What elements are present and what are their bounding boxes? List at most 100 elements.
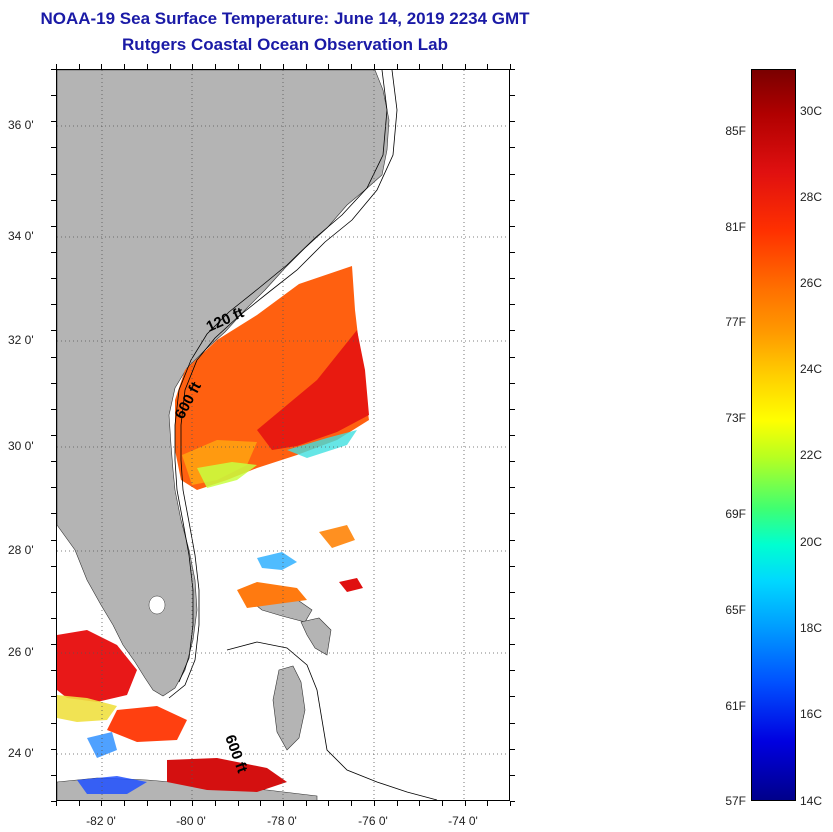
map-tick-left [51,592,56,593]
colorbar-c-20: 20C [800,535,823,549]
map-tick-left [51,95,56,96]
colorbar-c-16: 16C [800,707,823,721]
sst-patch-straits [167,758,287,792]
map-tick-bottom [260,801,261,806]
map-tick-bottom [442,801,443,806]
lon-label-74: -74 0' [448,814,478,828]
map-tick-left [51,618,56,619]
map-tick-top [442,64,443,69]
land-bahamas-andros [272,665,306,751]
sst-swath-cyan [287,430,357,458]
lat-label-36: 36 0' [8,118,34,132]
map-tick-bottom [419,801,420,806]
map-tick-top [465,64,466,69]
sst-patch-keys-cool [87,732,117,758]
map-tick-bottom [238,801,239,806]
map-canvas: 120 ft 600 ft 600 ft [57,70,509,800]
temperature-colorbar [751,69,796,801]
sst-patch-north-bahamas [257,552,297,570]
map-tick-left [51,670,56,671]
map-tick-left [51,566,56,567]
land-bahamas-abaco [300,617,332,656]
map-tick-top [510,64,511,69]
map-tick-bottom [215,801,216,806]
sst-patch-gulf-yellow [57,695,117,722]
map-tick-left [51,696,56,697]
map-tick-right [510,409,515,410]
sst-patch-red-east [339,578,363,592]
map-tick-left [51,357,56,358]
map-tick-right [510,252,515,253]
colorbar-f-57: 57F [725,794,746,808]
map-tick-bottom [397,801,398,806]
sst-patch-east [319,525,355,548]
map-tick-right [510,540,515,541]
title-line-1: NOAA-19 Sea Surface Temperature: June 14… [40,9,530,28]
map-tick-bottom [283,801,284,806]
map-tick-left [51,723,56,724]
map-tick-left [51,540,56,541]
title-line-2: Rutgers Coastal Ocean Observation Lab [122,35,448,54]
colorbar-f-81: 81F [725,220,746,234]
map-tick-top [147,64,148,69]
lat-label-24: 24 0' [8,746,34,760]
colorbar-c-18: 18C [800,621,823,635]
map-tick-left [51,252,56,253]
map-tick-left [51,749,56,750]
map-tick-left [51,278,56,279]
sst-patch-straits-blue [77,776,147,794]
map-tick-right [510,670,515,671]
map-tick-bottom [147,801,148,806]
map-tick-bottom [192,801,193,806]
colorbar-c-24: 24C [800,362,823,376]
sst-patch-keys [107,706,187,742]
map-tick-left [51,226,56,227]
map-tick-right [510,618,515,619]
map-tick-left [51,513,56,514]
colorbar-c-28: 28C [800,190,823,204]
map-tick-top [238,64,239,69]
map-tick-top [487,64,488,69]
colorbar-c-26: 26C [800,276,823,290]
map-tick-right [510,226,515,227]
map-tick-top [215,64,216,69]
map-tick-right [510,330,515,331]
map-tick-left [51,409,56,410]
map-tick-left [51,69,56,70]
lon-label-76: -76 0' [358,814,388,828]
colorbar-f-69: 69F [725,507,746,521]
map-tick-right [510,513,515,514]
map-tick-top [306,64,307,69]
lat-label-30: 30 0' [8,439,34,453]
map-tick-bottom [328,801,329,806]
map-tick-bottom [56,801,57,806]
map-tick-right [510,775,515,776]
colorbar-f-85: 85F [725,124,746,138]
map-tick-left [51,330,56,331]
lon-label-80: -80 0' [176,814,206,828]
lon-label-78: -78 0' [267,814,297,828]
map-tick-top [170,64,171,69]
lat-label-34: 34 0' [8,229,34,243]
map-tick-bottom [306,801,307,806]
map-tick-left [51,147,56,148]
map-tick-top [101,64,102,69]
map-tick-bottom [101,801,102,806]
map-tick-left [51,461,56,462]
lat-label-26: 26 0' [8,645,34,659]
map-tick-right [510,357,515,358]
map-tick-top [79,64,80,69]
map-tick-right [510,174,515,175]
map-tick-right [510,95,515,96]
map-tick-top [192,64,193,69]
sst-swath-cool [197,462,257,488]
map-tick-right [510,69,515,70]
lat-label-32: 32 0' [8,333,34,347]
map-tick-right [510,487,515,488]
map-tick-top [56,64,57,69]
lake-okeechobee [148,595,166,615]
map-tick-top [419,64,420,69]
sst-map: 120 ft 600 ft 600 ft [56,69,510,801]
map-tick-right [510,200,515,201]
map-tick-left [51,383,56,384]
